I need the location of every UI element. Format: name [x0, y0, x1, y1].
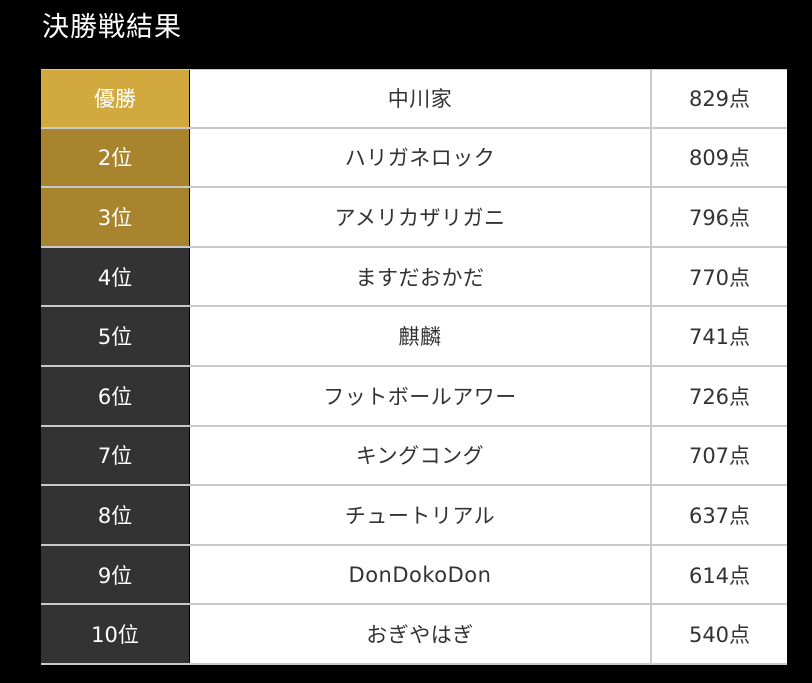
- table-row: 6位 フットボールアワー 726点: [41, 366, 787, 427]
- name-cell: 麒麟: [190, 307, 652, 365]
- name-cell: ハリガネロック: [190, 128, 652, 187]
- name-cell: アメリカザリガニ: [190, 188, 652, 246]
- table-row: 9位 DonDokoDon 614点: [41, 545, 787, 606]
- rank-cell: 8位: [41, 486, 190, 544]
- rank-cell: 7位: [41, 426, 190, 485]
- rank-cell: 優勝: [41, 70, 190, 127]
- score-cell: 829点: [652, 70, 787, 127]
- name-cell: チュートリアル: [190, 486, 652, 544]
- table-row: 4位 ますだおかだ 770点: [41, 247, 787, 308]
- name-cell: DonDokoDon: [190, 545, 652, 604]
- rank-cell: 10位: [41, 605, 190, 663]
- score-cell: 770点: [652, 247, 787, 306]
- score-cell: 726点: [652, 366, 787, 425]
- score-cell: 614点: [652, 545, 787, 604]
- table-row: 優勝 中川家 829点: [41, 69, 787, 129]
- score-cell: 741点: [652, 307, 787, 365]
- name-cell: キングコング: [190, 426, 652, 485]
- table-row: 7位 キングコング 707点: [41, 426, 787, 487]
- score-cell: 809点: [652, 128, 787, 187]
- table-row: 3位 アメリカザリガニ 796点: [41, 188, 787, 248]
- rank-cell: 2位: [41, 128, 190, 187]
- rank-cell: 5位: [41, 307, 190, 365]
- rank-cell: 3位: [41, 188, 190, 246]
- name-cell: おぎやはぎ: [190, 605, 652, 663]
- table-row: 10位 おぎやはぎ 540点: [41, 605, 787, 665]
- table-row: 8位 チュートリアル 637点: [41, 486, 787, 546]
- results-table: 優勝 中川家 829点 2位 ハリガネロック 809点 3位 アメリカザリガニ …: [41, 69, 787, 665]
- score-cell: 540点: [652, 605, 787, 663]
- name-cell: ますだおかだ: [190, 247, 652, 306]
- page-title: 決勝戦結果: [42, 12, 182, 43]
- rank-cell: 9位: [41, 545, 190, 604]
- table-row: 5位 麒麟 741点: [41, 307, 787, 367]
- name-cell: フットボールアワー: [190, 366, 652, 425]
- score-cell: 796点: [652, 188, 787, 246]
- rank-cell: 6位: [41, 366, 190, 425]
- score-cell: 637点: [652, 486, 787, 544]
- name-cell: 中川家: [190, 70, 652, 127]
- rank-cell: 4位: [41, 247, 190, 306]
- score-cell: 707点: [652, 426, 787, 485]
- table-row: 2位 ハリガネロック 809点: [41, 128, 787, 189]
